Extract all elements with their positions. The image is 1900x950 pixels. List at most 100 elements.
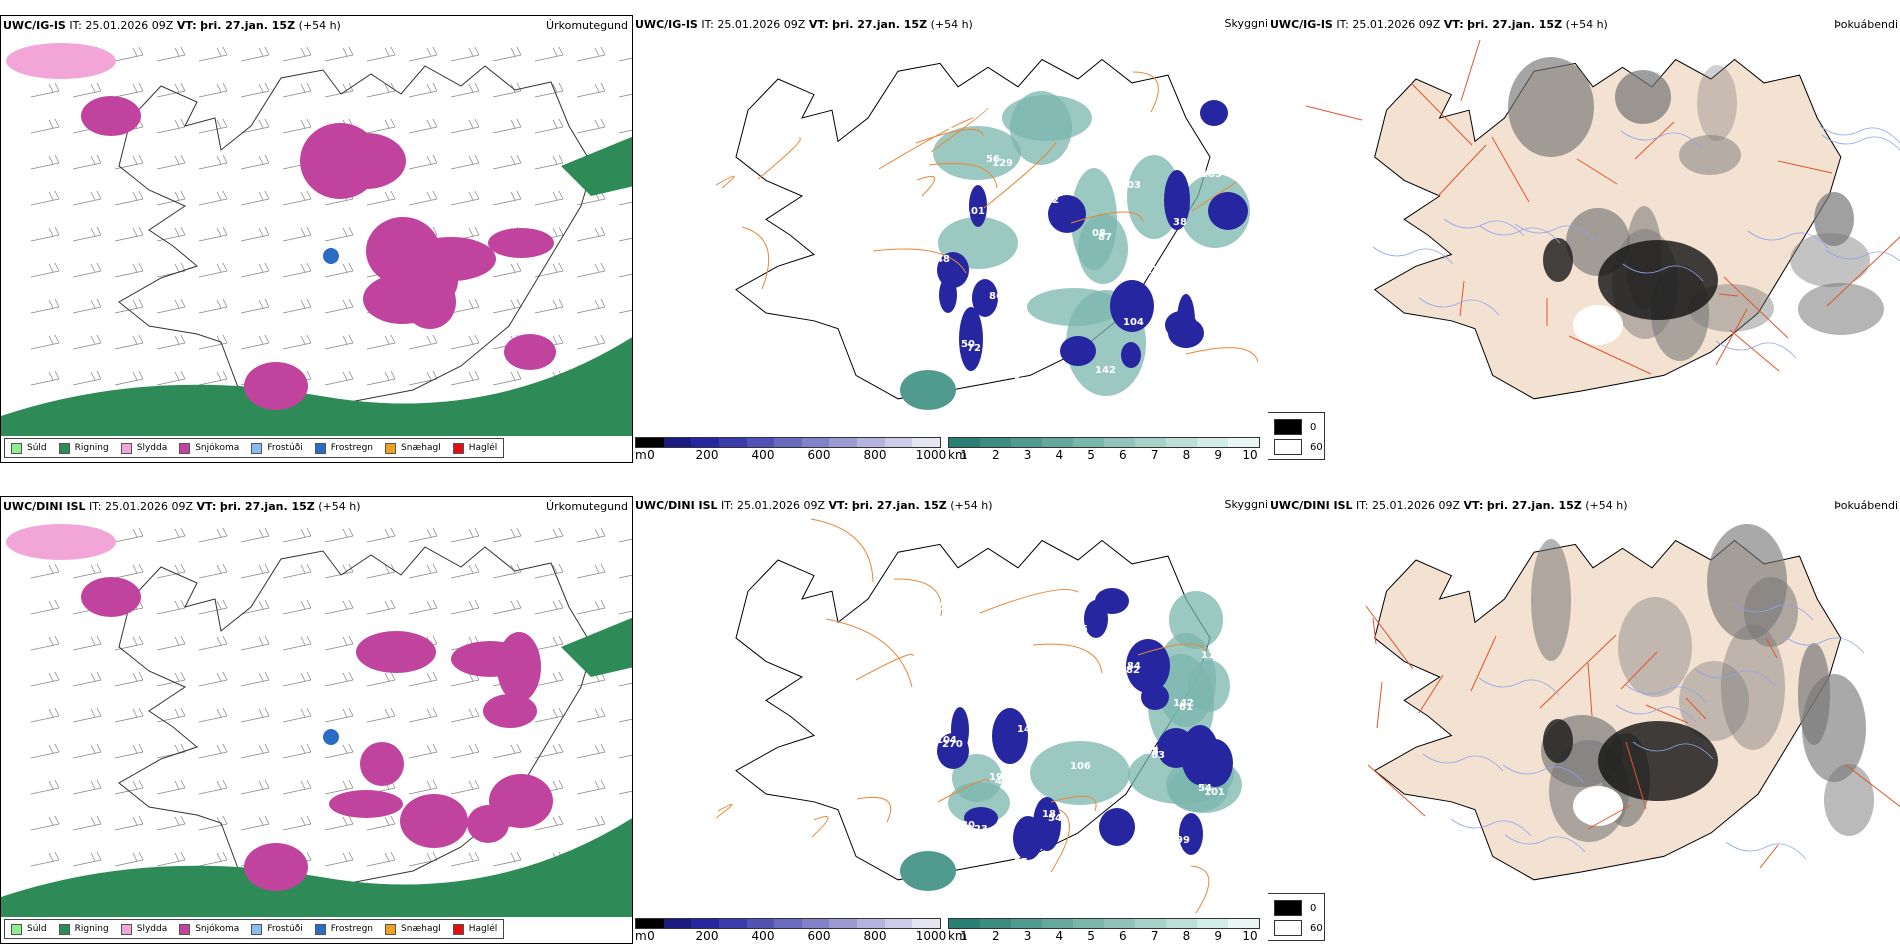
colorbar-step — [1104, 919, 1135, 928]
legend-swatch — [251, 923, 263, 935]
colorbar-step — [1135, 919, 1166, 928]
colorbar-step — [746, 438, 775, 447]
visibility-value-label: 08 — [1092, 228, 1106, 239]
visibility-value-label: 129 — [992, 158, 1013, 169]
colorbar-tick: 2 — [991, 448, 1000, 462]
legend-item: Rigning — [58, 442, 109, 454]
fog-legend-swatch — [1274, 419, 1302, 435]
visibility-value-label: 53 — [1092, 709, 1106, 720]
colorbar-tick: 400 — [751, 448, 775, 462]
colorbar-tick: 1000 — [915, 448, 947, 462]
fog-legend-item: 60 — [1274, 439, 1323, 455]
legend-label: Frostúði — [267, 924, 303, 934]
legend-label: Haglél — [468, 443, 498, 453]
fog-legend: 0 60 — [1268, 893, 1325, 941]
colorbar-step — [1104, 438, 1135, 447]
legend-item: Slydda — [120, 442, 167, 454]
panel-header: UWC/IG-IS IT: 25.01.2026 09Z VT: þri. 27… — [1270, 18, 1608, 31]
fog-legend-label: 0 — [1310, 902, 1317, 914]
visibility-value-label: 145 — [1042, 328, 1063, 339]
legend-label: Frostúði — [267, 443, 303, 453]
colorbar-step — [1228, 919, 1259, 928]
legend-item: Haglél — [452, 442, 498, 454]
legend-swatch — [58, 442, 70, 454]
colorbar-step — [912, 919, 941, 928]
legend-item: Rigning — [58, 923, 109, 935]
visibility-value-label: 72 — [967, 343, 981, 354]
colorbar-step — [1166, 438, 1197, 447]
visibility-value-label: 66 — [1039, 191, 1053, 202]
visibility-value-label: 300 — [1045, 676, 1066, 687]
legend-item: Súld — [11, 442, 47, 454]
visibility-panel-bottom: UWC/DINI ISL IT: 25.01.2026 09Z VT: þri.… — [633, 496, 1268, 944]
visibility-value-label: 270 — [942, 739, 963, 750]
panel-kind: Skyggni — [1224, 498, 1268, 511]
colorbar-tick: 0 — [647, 929, 655, 943]
visibility-value-label: 92 — [939, 121, 953, 132]
visibility-map: 85 109 59 53 58 54 80 85 105 284 142 104 190 18 47 64 11… — [715, 518, 1242, 914]
colorbar-tick: 200 — [695, 929, 719, 943]
colorbar-step — [1042, 919, 1073, 928]
colorbar-tick: 1 — [960, 448, 968, 462]
visibility-value-label: 109 — [986, 635, 1007, 646]
visibility-value-label: 105 — [1067, 624, 1088, 635]
visibility-value-label: 127 — [1070, 280, 1091, 291]
legend-swatch — [251, 442, 263, 454]
colorbar-step — [691, 438, 719, 447]
legend-label: Slydda — [136, 924, 168, 934]
fog-legend-label: 60 — [1310, 922, 1323, 934]
fog-legend-label: 0 — [1310, 421, 1317, 433]
visibility-value-label: 86 — [989, 291, 1003, 302]
legend-item: Snjókoma — [179, 923, 239, 935]
colorbar-strip — [948, 918, 1260, 929]
colorbar-tick: 4 — [1055, 448, 1064, 462]
visibility-value-label: 85 — [1014, 857, 1028, 868]
visibility-value-label: 120 — [1198, 302, 1219, 313]
fog-map — [1305, 39, 1900, 400]
legend-label: Súld — [27, 924, 47, 934]
colorbar-tick: 3 — [1023, 929, 1032, 943]
visibility-value-label: 59 — [1039, 672, 1053, 683]
colorbar-tick: 10 — [1242, 929, 1258, 943]
colorbar-step — [1011, 438, 1042, 447]
colorbar-tick: 7 — [1150, 929, 1159, 943]
colorbar-step — [1166, 919, 1197, 928]
colorbar-step — [636, 919, 664, 928]
fog-legend-swatch — [1274, 439, 1302, 455]
visibility-value-label: 80 — [1098, 713, 1112, 724]
visibility-value-label: 142 — [1173, 698, 1194, 709]
visibility-value-label: 80 — [961, 820, 975, 831]
legend-swatch — [314, 923, 326, 935]
colorbar-step — [663, 438, 692, 447]
fog-legend-swatch — [1274, 920, 1302, 936]
visibility-value-label: 16 — [1148, 132, 1162, 143]
colorbar-step — [718, 438, 747, 447]
colorbar-step — [949, 919, 980, 928]
panel-header: UWC/DINI ISL IT: 25.01.2026 09Z VT: þri.… — [3, 500, 361, 513]
colorbar-step — [884, 438, 913, 447]
legend-item: Frostúði — [251, 923, 303, 935]
legend-label: Haglél — [468, 924, 498, 934]
fog-legend-label: 60 — [1310, 441, 1323, 453]
visibility-value-label: 50 — [933, 117, 947, 128]
visibility-map: 50 56 66 08 23 120 50 233 148 203 38 48 86 145 142 16 18… — [715, 58, 1259, 410]
colorbar-step — [829, 919, 858, 928]
visibility-value-label: 50 — [961, 339, 975, 350]
colorbar-step — [980, 919, 1011, 928]
precip-panel-bottom: UWC/DINI ISL IT: 25.01.2026 09Z VT: þri.… — [0, 496, 633, 944]
colorbar-step — [746, 919, 775, 928]
visibility-value-label: 114 — [1201, 650, 1222, 661]
visibility-value-label: 150 — [992, 639, 1013, 650]
visibility-value-label: 49 — [995, 776, 1009, 787]
colorbar-tick: 2 — [991, 929, 1000, 943]
colorbar-step — [801, 919, 830, 928]
visibility-value-label: 106 — [1070, 761, 1091, 772]
colorbar-strip — [948, 437, 1260, 448]
visibility-value-label: 104 — [1123, 317, 1144, 328]
fog-legend-item: 0 — [1274, 419, 1316, 435]
colorbar-step — [1073, 438, 1104, 447]
panel-kind: Þokuábendi — [1834, 499, 1898, 512]
colorbar-strip — [635, 437, 941, 448]
colorbar-tick: 5 — [1087, 929, 1095, 943]
visibility-value-label: 18 — [1042, 809, 1056, 820]
